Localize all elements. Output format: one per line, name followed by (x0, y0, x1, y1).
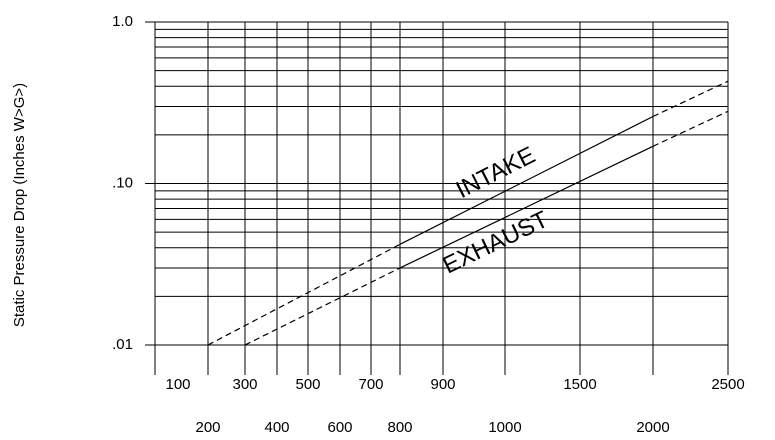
x-tick-label: 300 (232, 376, 257, 393)
y-tick-label: 1.0 (112, 13, 133, 30)
x-tick-label: 2000 (636, 419, 669, 436)
x-tick-label: 100 (165, 376, 190, 393)
x-tick-label: 1500 (563, 376, 596, 393)
line-segment (244, 267, 401, 346)
x-tick-label: 500 (295, 376, 320, 393)
x-tick-label: 700 (358, 376, 383, 393)
x-tick-label: 900 (430, 376, 455, 393)
x-tick-label: 200 (195, 419, 220, 436)
x-tick-label: 600 (327, 419, 352, 436)
x-tick-label: 2500 (711, 376, 744, 393)
line-segment (652, 110, 729, 147)
x-tick-label: 1000 (488, 419, 521, 436)
line-segment (652, 80, 729, 118)
line-segment (399, 145, 654, 269)
y-tick-label: .01 (112, 336, 133, 353)
line-label: INTAKE (452, 142, 540, 204)
x-tick-label: 800 (387, 419, 412, 436)
line-segment (399, 115, 654, 245)
line-segment (207, 243, 401, 346)
x-tick-label: 400 (264, 419, 289, 436)
y-tick-label: .10 (112, 174, 133, 191)
y-axis-label: Static Pressure Drop (Inches W>G>) (11, 83, 28, 327)
